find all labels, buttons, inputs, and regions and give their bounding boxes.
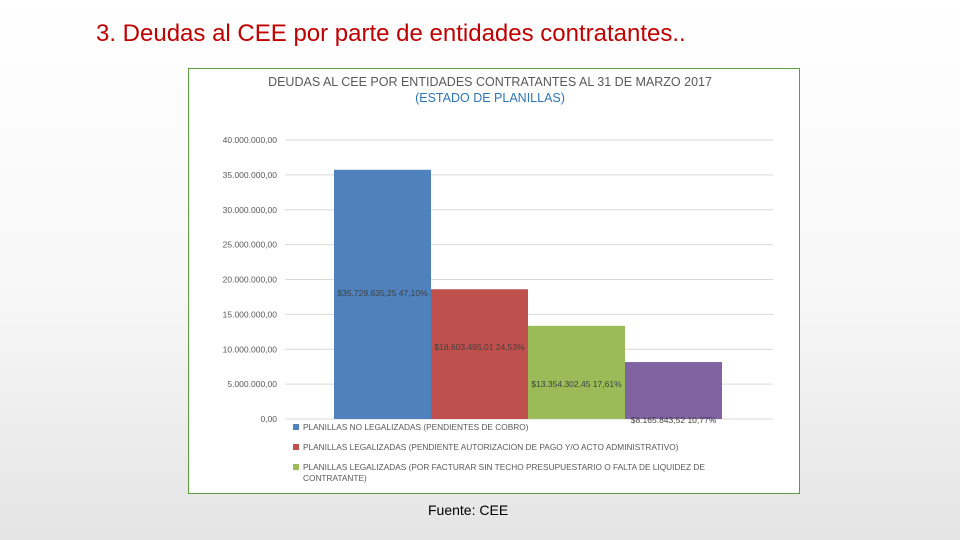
source-note: Fuente: CEE	[428, 502, 509, 518]
y-tick-label: 35.000.000,00	[223, 170, 278, 180]
y-axis-ticks: 0,00 5.000.000,00 10.000.000,00 15.000.000,…	[223, 135, 278, 424]
legend-label: PLANILLAS LEGALIZADAS (PENDIENTE AUTORIZ…	[303, 442, 679, 452]
bar	[528, 325, 625, 419]
chart-title: DEUDAS AL CEE POR ENTIDADES CONTRATANTES…	[268, 75, 712, 89]
data-labels: $35.729.635,25 47,10% $18.603.495,01 24,5…	[337, 288, 716, 425]
y-tick-label: 40.000.000,00	[223, 135, 278, 145]
y-tick-label: 20.000.000,00	[223, 275, 278, 285]
data-label: $35.729.635,25 47,10%	[337, 288, 428, 298]
legend-swatch	[293, 424, 299, 430]
legend-label: CONTRATANTE)	[303, 473, 367, 483]
y-tick-label: 10.000.000,00	[223, 344, 278, 354]
bar	[431, 289, 528, 419]
legend: PLANILLAS NO LEGALIZADAS (PENDIENTES DE …	[293, 422, 705, 483]
chart-subtitle: (ESTADO DE PLANILLAS)	[415, 91, 565, 105]
chart-frame: DEUDAS AL CEE POR ENTIDADES CONTRATANTES…	[188, 68, 800, 494]
y-tick-label: 5.000.000,00	[227, 379, 277, 389]
data-label: $13.354.302,45 17,61%	[531, 379, 622, 389]
legend-swatch	[293, 444, 299, 450]
data-label: $8.165.843,52 10,77%	[631, 415, 717, 425]
bar-chart: DEUDAS AL CEE POR ENTIDADES CONTRATANTES…	[223, 75, 773, 483]
y-tick-label: 25.000.000,00	[223, 240, 278, 250]
legend-label: PLANILLAS NO LEGALIZADAS (PENDIENTES DE …	[303, 422, 529, 432]
bar	[625, 362, 722, 419]
bars	[334, 169, 722, 419]
y-tick-label: 30.000.000,00	[223, 205, 278, 215]
data-label: $18.603.495,01 24,53%	[434, 342, 525, 352]
bar	[334, 169, 431, 419]
slide-title: 3. Deudas al CEE por parte de entidades …	[96, 20, 686, 47]
legend-swatch	[293, 464, 299, 470]
legend-label: PLANILLAS LEGALIZADAS (POR FACTURAR SIN …	[303, 462, 705, 472]
y-tick-label: 15.000.000,00	[223, 309, 278, 319]
y-tick-label: 0,00	[260, 414, 277, 424]
